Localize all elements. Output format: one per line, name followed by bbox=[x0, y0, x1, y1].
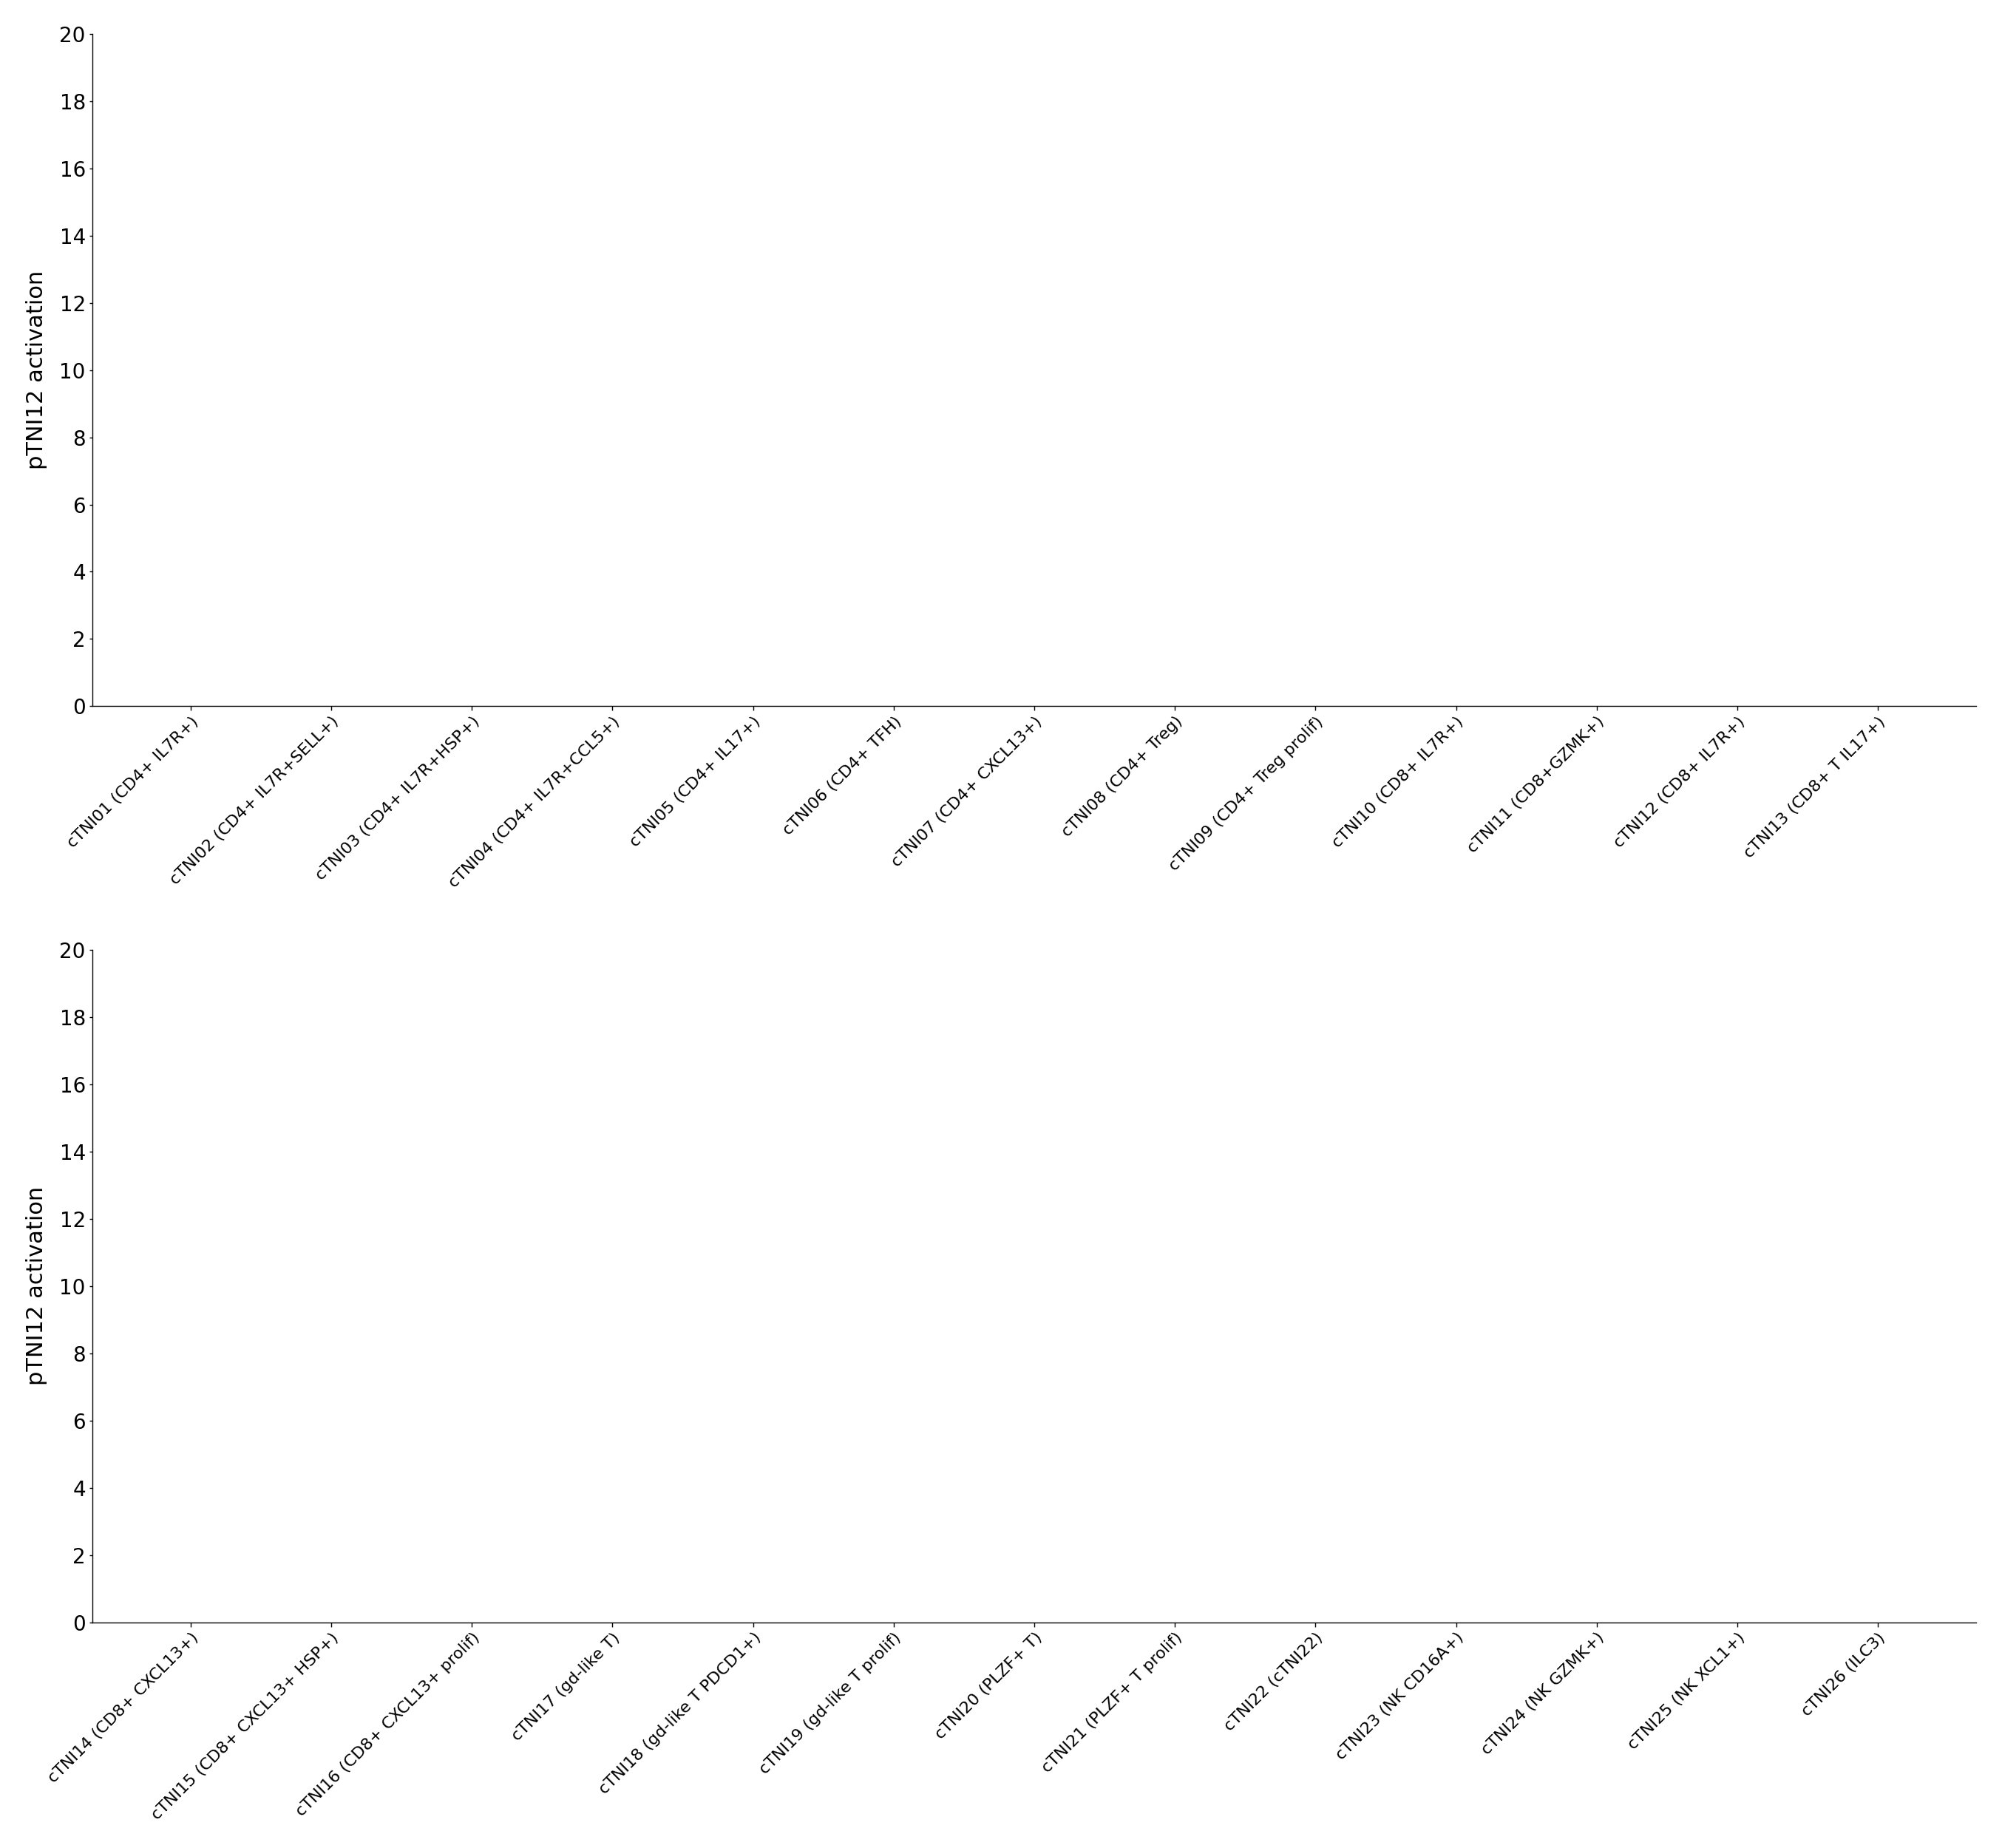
Y-axis label: pTNI12 activation: pTNI12 activation bbox=[26, 270, 48, 469]
Y-axis label: pTNI12 activation: pTNI12 activation bbox=[26, 1186, 48, 1386]
